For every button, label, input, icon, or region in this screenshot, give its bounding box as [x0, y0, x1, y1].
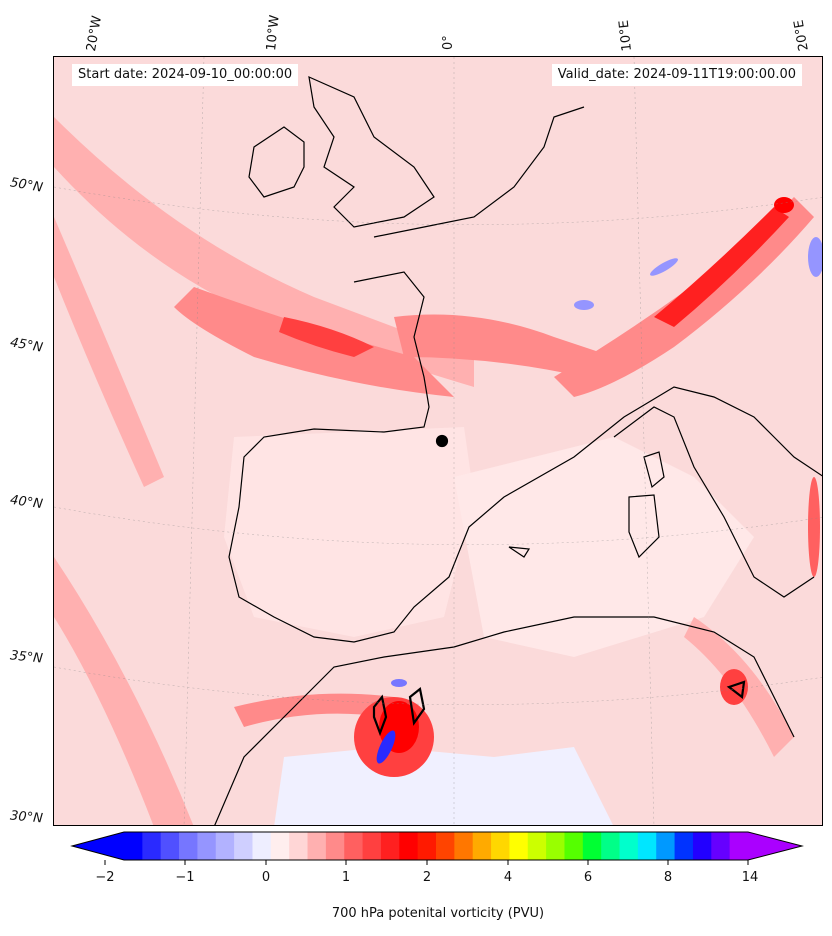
- colorbar-segment: [252, 832, 272, 860]
- colorbar-segment: [179, 832, 198, 860]
- colorbar-segment: [637, 832, 657, 860]
- coast-ireland: [248, 126, 305, 198]
- lat-label-45n: 45°N: [8, 335, 44, 356]
- pv-max-germany: [774, 197, 794, 213]
- colorbar-segment: [527, 832, 547, 860]
- cb-tick-m2: −2: [95, 870, 115, 885]
- pv-contours: [372, 434, 746, 737]
- pv-band-france-core: [394, 314, 614, 377]
- colorbar-segment: [656, 832, 676, 860]
- lon-label-10e: 10°E: [616, 19, 635, 53]
- colorbar-segment: [582, 832, 602, 860]
- colorbar-segment: [124, 832, 143, 860]
- lon-label-10w: 10°W: [264, 14, 283, 52]
- colorbar: [70, 831, 804, 865]
- cb-tick-2: 2: [422, 870, 432, 885]
- colorbar-segment: [729, 832, 749, 860]
- pv-min-morocco: [376, 730, 396, 764]
- cb-tick-14: 14: [741, 870, 759, 885]
- colorbar-segment: [362, 832, 382, 860]
- lat-label-40n: 40°N: [9, 492, 44, 513]
- cb-tick-4: 4: [503, 870, 513, 885]
- colorbar-segment: [454, 832, 474, 860]
- pv-band-atlantic-west: [54, 217, 164, 487]
- coast-balearic: [508, 546, 531, 558]
- lat-label-50n: 50°N: [8, 175, 44, 196]
- colorbar-segment: [564, 832, 584, 860]
- colorbar-segment: [711, 832, 731, 860]
- graticule: [54, 57, 822, 825]
- lon-label-20e: 20°E: [791, 18, 812, 53]
- pv-min-central: [650, 258, 678, 276]
- cb-tick-1: 1: [341, 870, 351, 885]
- cb-tick-6: 6: [583, 870, 593, 885]
- pv-band-northwest: [54, 117, 474, 387]
- lat-label-30n: 30°N: [9, 808, 44, 827]
- coast-france-iberia: [228, 271, 822, 643]
- colorbar-segment: [234, 832, 253, 860]
- coast-channel: [373, 106, 585, 238]
- pv-light-region-africa: [274, 747, 613, 825]
- pv-min-alps: [574, 300, 594, 310]
- colorbar-segment: [546, 832, 565, 860]
- lon-label-20w: 20°W: [84, 14, 106, 53]
- colorbar-segment: [472, 832, 492, 860]
- colorbar-segment: [619, 832, 639, 860]
- coast-north-africa: [214, 616, 795, 825]
- colorbar-extend-min: [72, 832, 124, 860]
- colorbar-segment: [674, 832, 694, 860]
- colorbar-segment: [509, 832, 529, 860]
- colorbar-segment: [491, 832, 510, 860]
- valid-date-text: Valid_date: 2024-09-11T19:00:00.00: [557, 67, 796, 82]
- colorbar-segment: [417, 832, 437, 860]
- colorbar-segment: [142, 832, 162, 860]
- colorbar-segment: [307, 832, 327, 860]
- colorbar-segment: [215, 832, 235, 860]
- colorbar-outline: [70, 831, 804, 861]
- colorbar-segment: [160, 832, 180, 860]
- pv-band-atlantic-south: [54, 557, 194, 825]
- coast-italy: [613, 406, 815, 598]
- valid-date-box: Valid_date: 2024-09-11T19:00:00.00: [551, 64, 802, 86]
- pv-band-alpine-core: [654, 207, 789, 327]
- colorbar-segment: [270, 832, 290, 860]
- colorbar-label: 700 hPa potenital vorticity (PVU): [331, 906, 545, 921]
- start-date-box: Start date: 2024-09-10_00:00:00: [72, 64, 299, 86]
- colorbar-segment: [399, 832, 419, 860]
- coast-sardinia: [628, 494, 660, 559]
- coastlines: [214, 75, 822, 825]
- colorbar-segment: [344, 832, 364, 860]
- cb-tick-m1: −1: [175, 870, 195, 885]
- colorbar-segment: [325, 832, 345, 860]
- pv-band-morocco: [234, 693, 394, 727]
- colorbar-extend-max: [748, 832, 802, 860]
- pv-band-biscay-core: [279, 317, 374, 357]
- start-date-text: Start date: 2024-09-10_00:00:00: [78, 67, 293, 82]
- pv-min-east: [808, 237, 822, 277]
- colorbar-segment: [436, 832, 455, 860]
- pv-light-region-iberia: [224, 427, 474, 637]
- pv-light-region-med: [454, 437, 754, 657]
- pv-max-sardinia-east: [808, 477, 820, 577]
- colorbar-segment: [197, 832, 217, 860]
- colorbar-segment: [289, 832, 309, 860]
- lon-label-0: 0°: [441, 35, 456, 50]
- lat-label-35n: 35°N: [9, 648, 44, 667]
- colorbar-segment: [380, 832, 400, 860]
- pv-min-gibraltar: [391, 679, 407, 687]
- colorbar-segment: [601, 832, 621, 860]
- coast-corsica: [643, 451, 665, 489]
- map-panel: [53, 56, 823, 826]
- cb-tick-8: 8: [663, 870, 673, 885]
- cb-tick-0: 0: [261, 870, 271, 885]
- coast-britain: [308, 75, 435, 228]
- pv-field-map: [54, 57, 822, 825]
- colorbar-segment: [692, 832, 712, 860]
